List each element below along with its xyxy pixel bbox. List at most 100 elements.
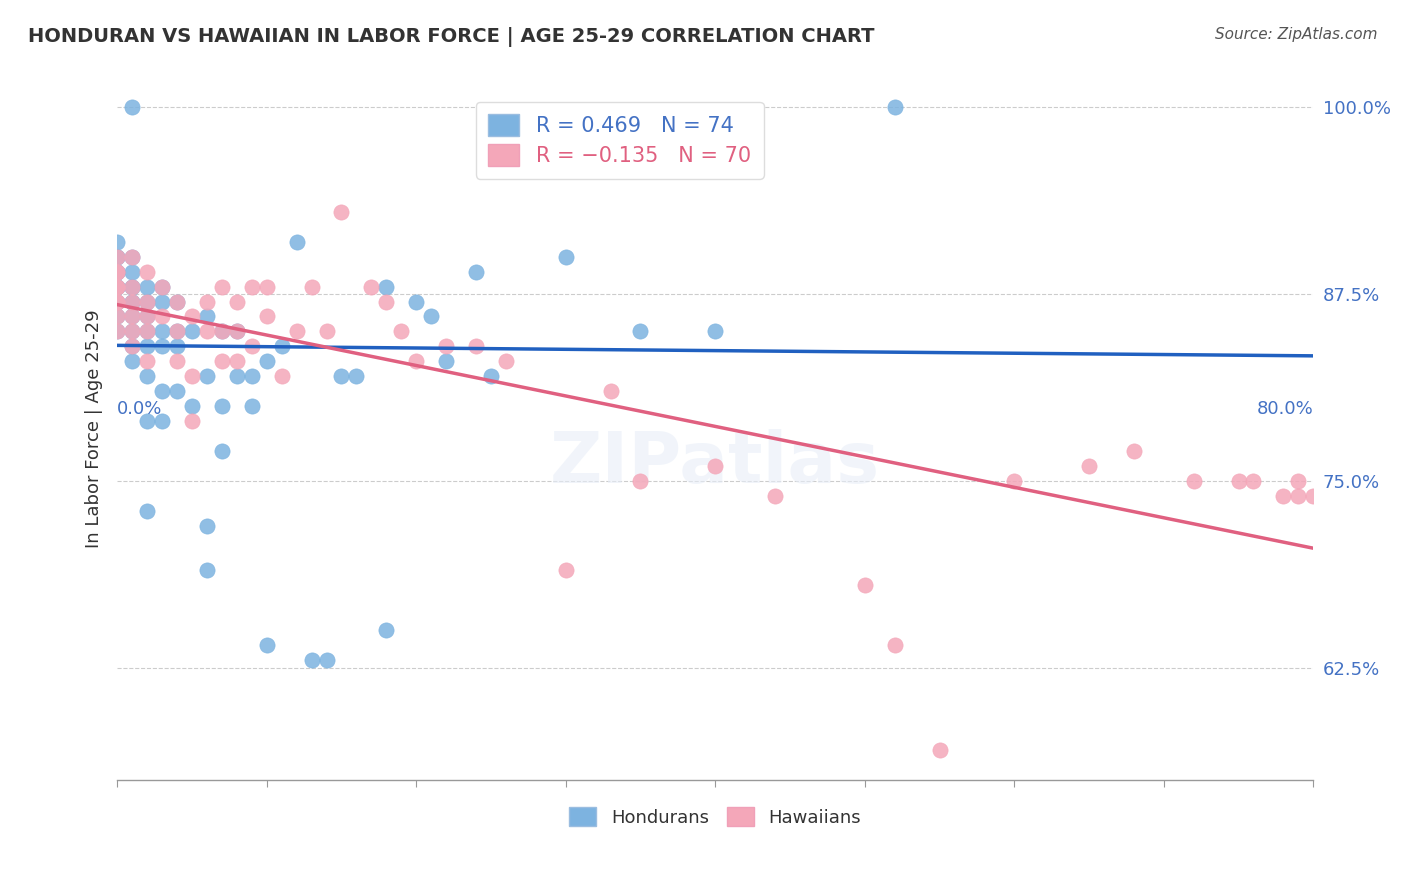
Point: [121, 310, 143, 324]
Point: [434, 339, 457, 353]
Point: [150, 414, 173, 428]
Point: [105, 279, 128, 293]
Point: [121, 325, 143, 339]
Point: [105, 250, 128, 264]
Point: [121, 294, 143, 309]
Point: [928, 743, 950, 757]
Point: [195, 564, 218, 578]
Point: [136, 279, 159, 293]
Point: [105, 279, 128, 293]
Point: [105, 235, 128, 249]
Point: [434, 354, 457, 368]
Point: [1286, 489, 1309, 503]
Point: [121, 310, 143, 324]
Point: [465, 265, 488, 279]
Point: [240, 339, 263, 353]
Point: [166, 325, 188, 339]
Point: [136, 294, 159, 309]
Legend: Hondurans, Hawaiians: Hondurans, Hawaiians: [562, 800, 869, 834]
Point: [181, 369, 204, 384]
Point: [1272, 489, 1295, 503]
Point: [256, 310, 278, 324]
Point: [704, 458, 727, 473]
Point: [704, 325, 727, 339]
Point: [405, 354, 427, 368]
Point: [301, 653, 323, 667]
Point: [150, 310, 173, 324]
Point: [166, 354, 188, 368]
Point: [150, 384, 173, 399]
Point: [1002, 474, 1025, 488]
Point: [105, 325, 128, 339]
Text: HONDURAN VS HAWAIIAN IN LABOR FORCE | AGE 25-29 CORRELATION CHART: HONDURAN VS HAWAIIAN IN LABOR FORCE | AG…: [28, 27, 875, 46]
Point: [225, 354, 247, 368]
Point: [105, 265, 128, 279]
Point: [150, 294, 173, 309]
Point: [105, 294, 128, 309]
Point: [150, 279, 173, 293]
Point: [465, 339, 488, 353]
Point: [166, 384, 188, 399]
Point: [315, 325, 337, 339]
Point: [225, 294, 247, 309]
Point: [1182, 474, 1205, 488]
Point: [211, 325, 233, 339]
Point: [330, 369, 353, 384]
Point: [181, 414, 204, 428]
Point: [240, 399, 263, 413]
Point: [270, 369, 292, 384]
Point: [420, 310, 443, 324]
Point: [1227, 474, 1250, 488]
Point: [883, 638, 905, 652]
Point: [105, 279, 128, 293]
Point: [121, 339, 143, 353]
Point: [375, 279, 398, 293]
Point: [105, 294, 128, 309]
Point: [136, 325, 159, 339]
Point: [121, 279, 143, 293]
Point: [211, 444, 233, 458]
Point: [150, 279, 173, 293]
Point: [121, 100, 143, 114]
Point: [150, 339, 173, 353]
Point: [495, 354, 517, 368]
Point: [136, 369, 159, 384]
Point: [136, 310, 159, 324]
Point: [360, 279, 382, 293]
Point: [389, 325, 412, 339]
Point: [105, 265, 128, 279]
Point: [121, 294, 143, 309]
Point: [166, 339, 188, 353]
Point: [301, 279, 323, 293]
Point: [121, 294, 143, 309]
Point: [105, 294, 128, 309]
Point: [105, 294, 128, 309]
Point: [166, 294, 188, 309]
Point: [225, 325, 247, 339]
Point: [105, 265, 128, 279]
Point: [105, 265, 128, 279]
Point: [285, 235, 308, 249]
Point: [256, 279, 278, 293]
Text: 0.0%: 0.0%: [117, 401, 163, 418]
Point: [211, 399, 233, 413]
Point: [240, 279, 263, 293]
Text: ZIPatlas: ZIPatlas: [550, 429, 880, 498]
Point: [121, 354, 143, 368]
Point: [136, 325, 159, 339]
Point: [211, 325, 233, 339]
Point: [211, 279, 233, 293]
Point: [136, 504, 159, 518]
Point: [150, 325, 173, 339]
Point: [479, 369, 502, 384]
Point: [256, 354, 278, 368]
Point: [195, 294, 218, 309]
Point: [181, 399, 204, 413]
Point: [1243, 474, 1265, 488]
Point: [211, 354, 233, 368]
Point: [105, 265, 128, 279]
Point: [166, 294, 188, 309]
Point: [1122, 444, 1144, 458]
Point: [121, 265, 143, 279]
Point: [121, 339, 143, 353]
